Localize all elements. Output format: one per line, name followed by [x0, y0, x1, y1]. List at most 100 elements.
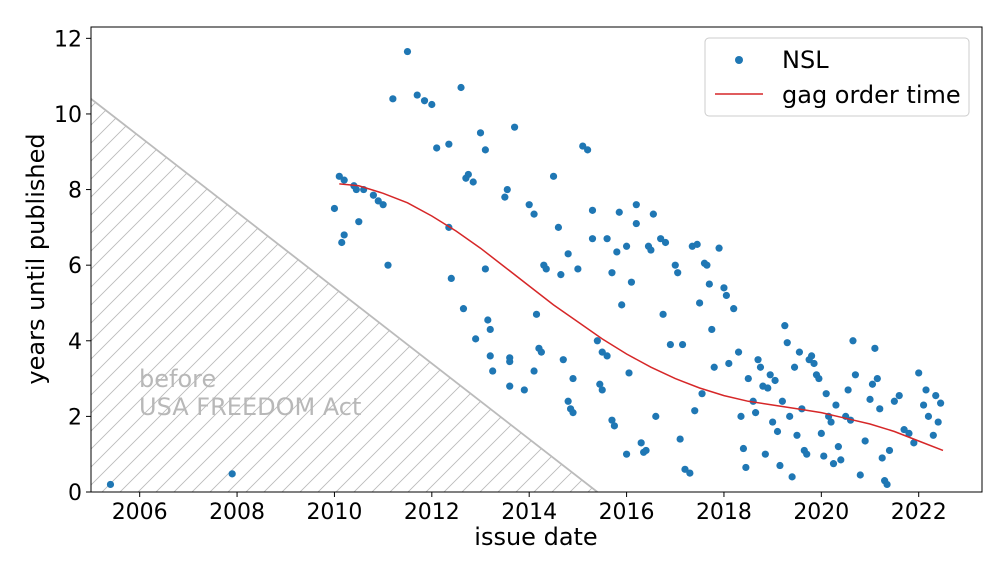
nsl-point: [486, 352, 494, 360]
nsl-point: [754, 356, 762, 364]
nsl-point: [761, 450, 769, 458]
nsl-point: [520, 386, 528, 394]
nsl-point: [829, 460, 838, 468]
x-tick-label: 2012: [404, 500, 460, 525]
nsl-point: [856, 471, 864, 479]
nsl-point: [228, 470, 236, 478]
nsl-point: [807, 352, 816, 360]
nsl-point: [598, 386, 606, 394]
nsl-point: [369, 191, 377, 199]
nsl-point: [622, 450, 631, 458]
y-axis-label: years until published: [22, 133, 50, 384]
nsl-point: [790, 363, 799, 371]
nsl-point: [737, 412, 745, 420]
nsl-points: [106, 47, 945, 489]
nsl-point: [778, 397, 786, 405]
nsl-point: [603, 352, 611, 360]
nsl-point: [627, 278, 636, 286]
nsl-point: [584, 146, 592, 154]
nsl-point: [469, 178, 477, 186]
nsl-point: [895, 391, 903, 400]
nsl-point: [722, 291, 730, 300]
x-tick-label: 2018: [696, 500, 752, 525]
nsl-point: [338, 238, 346, 247]
nsl-point: [678, 340, 687, 349]
nsl-point: [885, 446, 894, 455]
legend: NSL gag order time: [704, 37, 970, 117]
nsl-point: [866, 395, 874, 403]
nsl-point: [671, 261, 679, 269]
x-tick-label: 2022: [891, 500, 947, 525]
nsl-point: [924, 412, 933, 420]
nsl-point: [827, 418, 835, 426]
nsl-point: [739, 444, 748, 453]
nsl-point: [464, 170, 472, 179]
nsl-point: [890, 397, 898, 405]
y-tick-label: 0: [68, 481, 82, 506]
nsl-point: [817, 429, 825, 438]
nsl-point: [915, 369, 923, 377]
nsl-point: [788, 473, 796, 481]
nsl-point: [564, 250, 572, 258]
nsl-point: [756, 363, 765, 371]
nsl-point: [734, 348, 743, 356]
legend-nsl-marker: [735, 56, 743, 64]
nsl-point: [929, 431, 937, 439]
nsl-point: [445, 140, 453, 148]
nsl-point: [557, 271, 565, 279]
nsl-point: [618, 301, 626, 309]
nsl-point: [554, 223, 563, 231]
nsl-point: [900, 426, 908, 434]
nsl-point: [340, 231, 348, 239]
nsl-point: [403, 47, 412, 56]
nsl-point: [603, 235, 611, 243]
nsl-point: [632, 219, 640, 228]
nsl-point: [632, 201, 640, 209]
nsl-point: [486, 325, 494, 334]
nsl-point: [559, 356, 567, 364]
nsl-point: [355, 218, 363, 226]
nsl-point: [489, 367, 497, 375]
nsl-point: [822, 390, 830, 398]
nsl-point: [751, 409, 760, 417]
nsl-point: [340, 176, 348, 184]
nsl-point: [832, 401, 840, 409]
nsl-point: [374, 197, 382, 205]
nsl-point: [588, 206, 597, 214]
nsl-point: [876, 405, 884, 413]
nsl-point: [769, 418, 777, 426]
nsl-point: [795, 348, 804, 356]
nsl-point: [532, 310, 541, 318]
nsl-point: [883, 480, 891, 489]
nsl-point: [910, 439, 918, 447]
nsl-point: [433, 144, 441, 152]
nsl-point: [815, 374, 823, 383]
x-tick-label: 2006: [112, 500, 168, 525]
annotation-usa-freedom-act: USA FREEDOM Act: [139, 393, 361, 421]
x-tick-label: 2010: [306, 500, 362, 525]
annotation-before: before: [139, 365, 216, 393]
nsl-point: [525, 201, 533, 209]
y-tick-label: 2: [68, 405, 82, 430]
nsl-point: [530, 210, 538, 218]
nsl-point: [472, 335, 480, 343]
y-tick-label: 6: [68, 254, 82, 279]
nsl-point: [851, 371, 860, 379]
nsl-point: [705, 280, 713, 288]
nsl-point: [625, 369, 633, 377]
y-tick-label: 4: [68, 330, 82, 355]
nsl-point: [764, 384, 772, 392]
nsl-point: [776, 461, 784, 470]
nsl-point: [608, 269, 616, 277]
nsl-point: [608, 416, 616, 424]
nsl-point: [610, 422, 619, 430]
nsl-point: [771, 376, 779, 385]
nsl-point: [593, 337, 601, 345]
nsl-point: [781, 322, 789, 330]
nsl-point: [506, 357, 514, 366]
nsl-point: [703, 261, 711, 269]
nsl-point: [637, 439, 645, 447]
freedom-act-boundary-line: [91, 98, 598, 492]
nsl-point: [613, 248, 621, 256]
x-axis-label: issue date: [474, 523, 597, 551]
